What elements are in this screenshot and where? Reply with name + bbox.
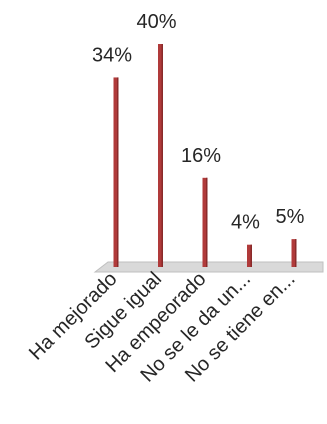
data-label-1: 34%	[92, 44, 132, 66]
bar-1	[113, 77, 119, 267]
data-label-2: 40%	[136, 11, 176, 33]
bar-1-side	[117, 77, 119, 267]
bar-2-side	[161, 44, 163, 267]
data-label-4: 4%	[231, 212, 260, 234]
bar-5	[291, 239, 297, 267]
bar-4-side	[250, 244, 252, 267]
bar-3	[202, 177, 208, 267]
data-label-3: 16%	[181, 145, 221, 167]
chart-floor	[93, 261, 324, 273]
bar-3-side	[206, 177, 208, 267]
bar-4	[247, 244, 252, 267]
data-label-5: 5%	[276, 206, 305, 228]
bar-5-side	[295, 239, 297, 267]
bar-2	[158, 44, 163, 267]
